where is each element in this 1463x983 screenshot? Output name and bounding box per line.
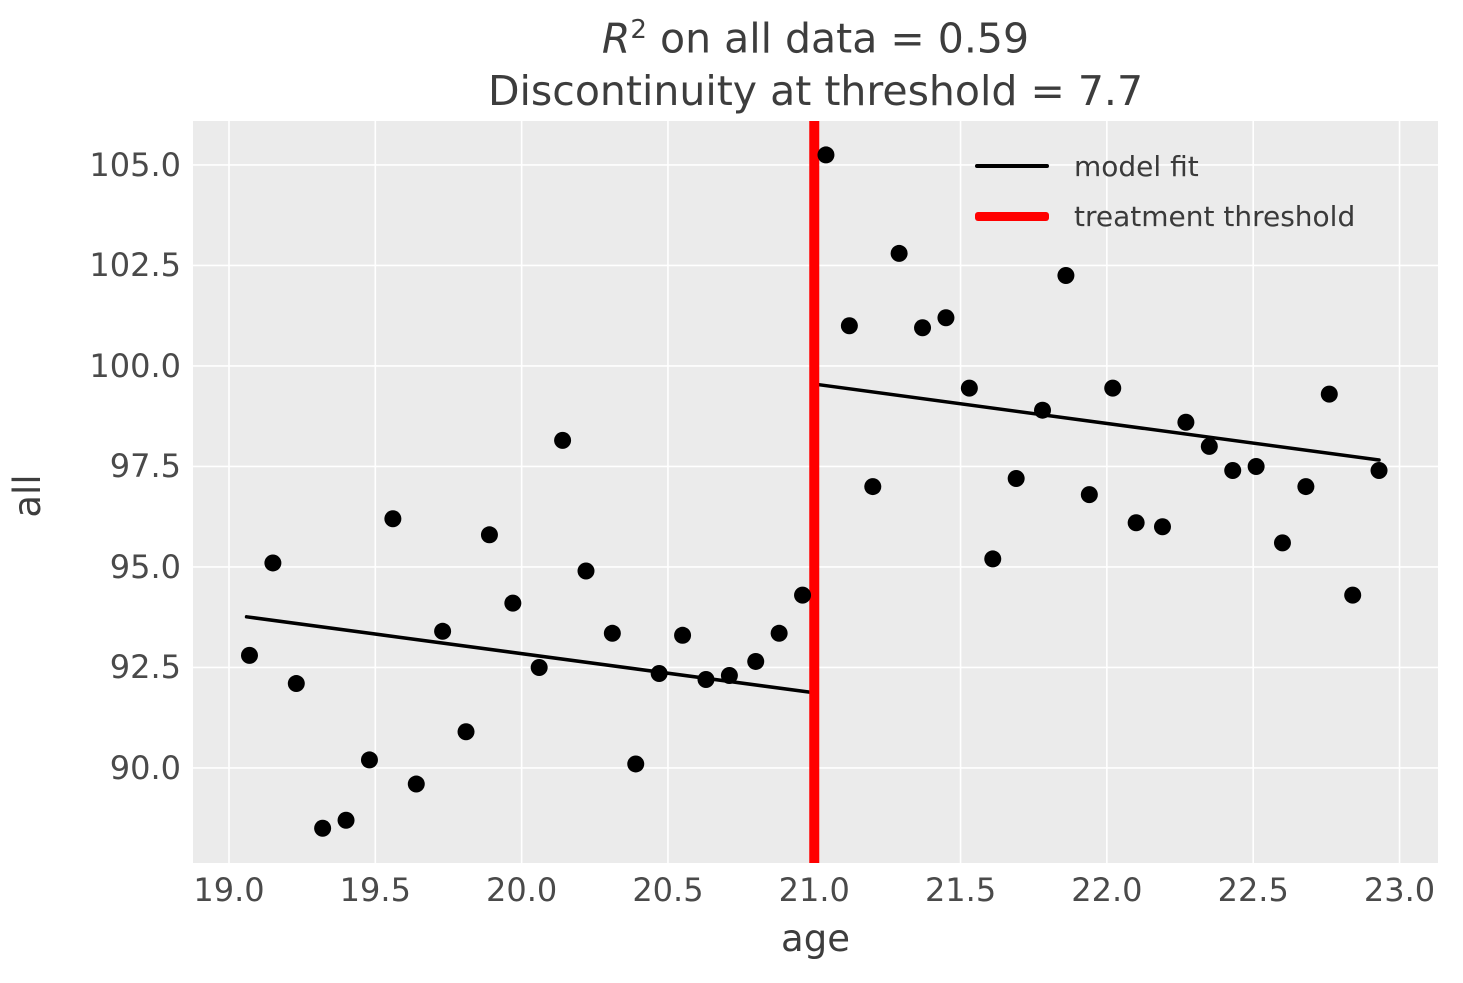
model-fit-line [812, 382, 1381, 462]
scatter-point [697, 671, 715, 689]
model-fit-line [244, 615, 817, 695]
scatter-point [434, 622, 452, 640]
scatter-point [360, 751, 378, 769]
scatter-point [1344, 586, 1362, 604]
scatter-point [674, 626, 692, 644]
scatter-point [914, 319, 932, 337]
x-tick-label: 23.0 [1363, 871, 1436, 909]
y-tick-label: 100.0 [89, 346, 181, 385]
legend-row: model fit [975, 146, 1199, 186]
y-tick-label: 102.5 [89, 246, 181, 285]
scatter-point [264, 554, 282, 572]
scatter-point [1104, 379, 1122, 397]
scatter-point [1247, 457, 1265, 475]
scatter-point [457, 723, 475, 741]
x-tick-label: 20.0 [486, 871, 558, 909]
title-line-1: R2 on all data = 0.59 [193, 4, 1438, 65]
legend-label: model fit [1074, 149, 1199, 183]
plot-canvas [193, 121, 1438, 863]
scatter-point [603, 624, 621, 642]
scatter-point [1007, 470, 1025, 488]
scatter-point [1224, 461, 1242, 479]
scatter-point [1297, 478, 1315, 496]
legend-model-fit-line-sample [975, 164, 1049, 168]
scatter-point [650, 665, 668, 683]
scatter-point [1057, 267, 1075, 285]
title-line-1-text: on all data = 0.59 [646, 14, 1030, 63]
scatter-point [554, 431, 572, 449]
legend-threshold-line-sample [975, 211, 1049, 221]
scatter-point [1200, 437, 1218, 455]
title-line-2: Discontinuity at threshold = 7.7 [487, 66, 1144, 115]
x-tick-label: 22.5 [1217, 871, 1289, 909]
scatter-point [530, 658, 548, 676]
scatter-point [937, 309, 955, 327]
scatter-point [747, 652, 765, 670]
scatter-point [337, 811, 355, 829]
scatter-point [770, 624, 788, 642]
x-axis-label: age [781, 917, 850, 960]
scatter-point [1273, 534, 1291, 552]
y-tick-label: 90.0 [109, 748, 181, 787]
scatter-point [960, 379, 978, 397]
scatter-point [1153, 518, 1171, 536]
title-r-symbol: R [601, 14, 631, 63]
x-tick-label: 19.5 [339, 871, 411, 909]
x-tick-label: 20.5 [632, 871, 704, 909]
scatter-point [1320, 385, 1338, 403]
scatter-point [627, 755, 645, 773]
title-r-exponent: 2 [630, 15, 647, 45]
scatter-point [577, 562, 595, 580]
x-tick-label: 19.0 [193, 871, 265, 909]
x-tick-label: 21.5 [924, 871, 997, 909]
scatter-point [1370, 461, 1388, 479]
legend-row: treatment threshold [975, 196, 1355, 236]
y-tick-label: 105.0 [89, 145, 181, 184]
plot-area [193, 121, 1438, 863]
scatter-point [1177, 413, 1195, 431]
x-tick-label: 22.0 [1071, 871, 1143, 909]
scatter-point [840, 317, 858, 335]
scatter-point [240, 646, 258, 664]
scatter-point [480, 526, 498, 544]
legend-label: treatment threshold [1074, 199, 1356, 233]
scatter-point [794, 586, 812, 604]
scatter-point [1034, 401, 1052, 419]
scatter-point [1127, 514, 1145, 532]
y-tick-label: 97.5 [109, 447, 181, 486]
chart-title: R2 on all data = 0.59 Discontinuity at t… [193, 4, 1438, 117]
y-tick-label: 95.0 [109, 547, 181, 586]
scatter-point [1080, 486, 1098, 504]
scatter-point [984, 550, 1002, 568]
scatter-point [720, 667, 738, 685]
scatter-point [407, 775, 425, 793]
scatter-point [890, 244, 908, 262]
scatter-point [287, 675, 305, 693]
y-tick-label: 92.5 [109, 648, 181, 687]
scatter-point [504, 594, 522, 612]
y-axis-label: all [6, 474, 49, 518]
scatter-point [314, 819, 332, 837]
scatter-point [864, 478, 882, 496]
scatter-point [817, 146, 835, 164]
x-tick-label: 21.0 [778, 871, 850, 909]
scatter-point [384, 510, 402, 528]
